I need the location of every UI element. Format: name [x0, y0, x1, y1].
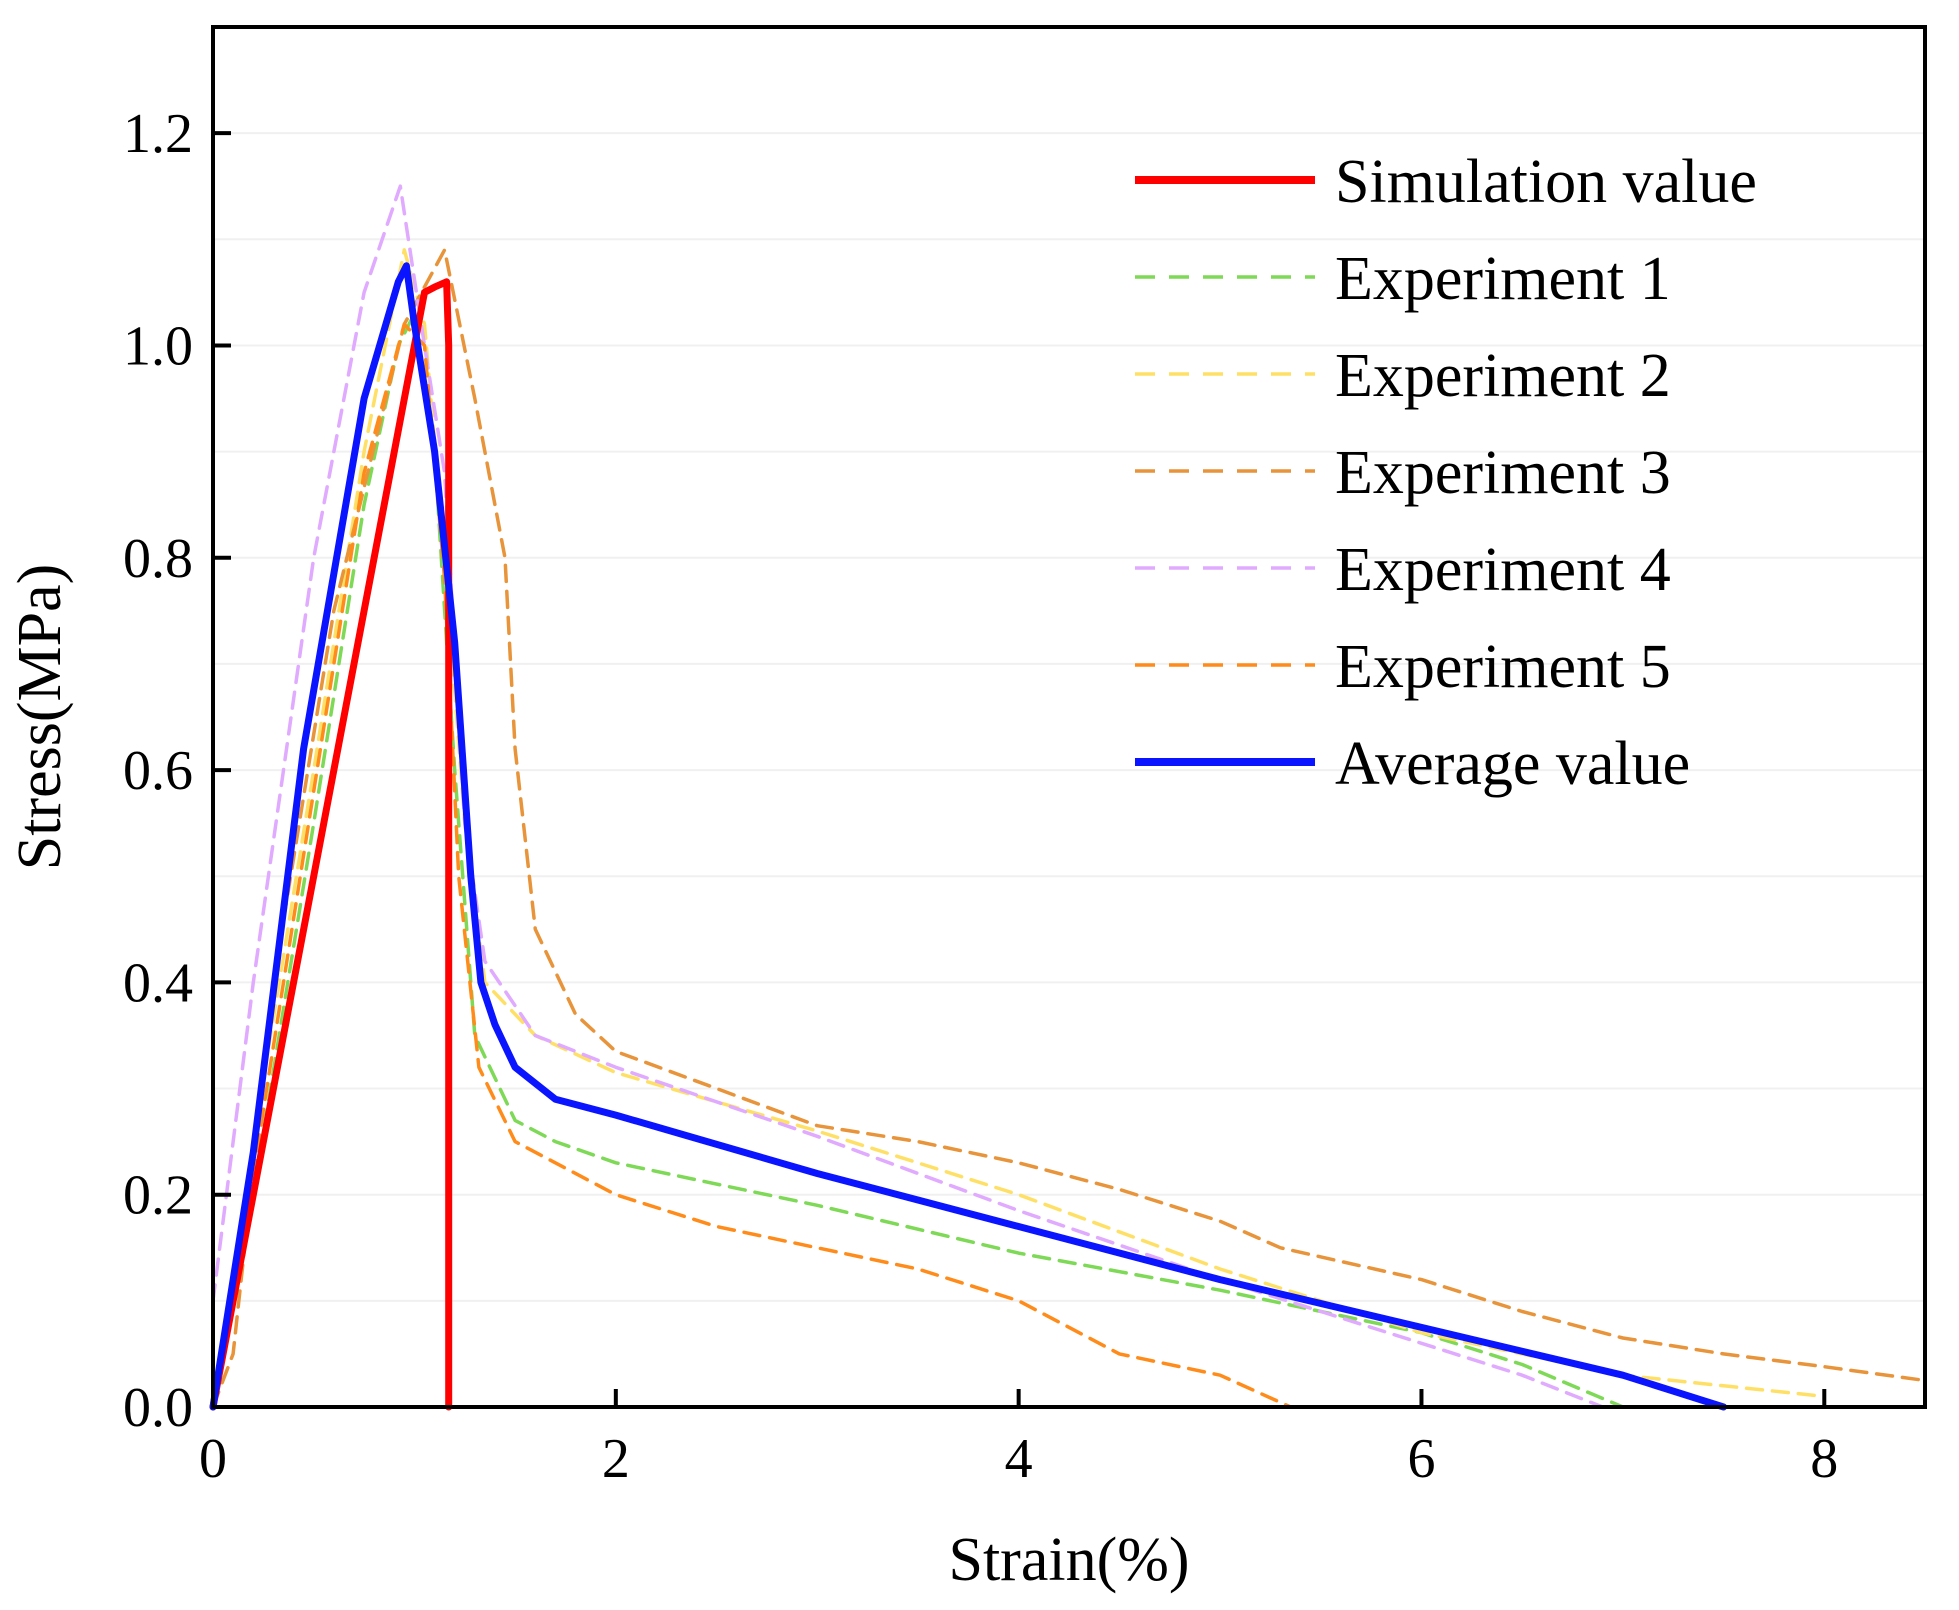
- x-tick-label: 6: [1407, 1428, 1435, 1490]
- grid: [213, 132, 1925, 1302]
- legend-label: Experiment 1: [1335, 245, 1671, 313]
- series-line-simulation-value: [209, 278, 453, 1411]
- y-tick-label: 0.8: [123, 528, 193, 590]
- y-tick-label: 0.2: [123, 1165, 193, 1227]
- x-axis-label: Strain(%): [948, 1526, 1189, 1594]
- series-line-experiment-1: [211, 311, 1625, 1409]
- legend-label: Simulation value: [1335, 148, 1757, 216]
- legend-label: Experiment 3: [1335, 439, 1671, 507]
- x-tick-label: 8: [1810, 1428, 1838, 1490]
- y-tick-label: 1.2: [123, 103, 193, 165]
- series-line-experiment-5: [211, 322, 1293, 1409]
- legend-label: Experiment 5: [1335, 633, 1671, 701]
- x-tick-label: 0: [199, 1428, 227, 1490]
- legend-label: Experiment 4: [1335, 536, 1671, 604]
- y-tick-label: 0.4: [123, 952, 193, 1014]
- legend: Simulation value Experiment 1 Experiment 2…: [1135, 148, 1757, 798]
- series-line-experiment-2: [211, 248, 1827, 1409]
- y-axis-label: Stress(MPa): [6, 564, 74, 871]
- series-line-average-value: [209, 262, 1728, 1411]
- y-tick-label: 0.0: [123, 1377, 193, 1439]
- x-tick-label: 4: [1005, 1428, 1033, 1490]
- series-line-experiment-4: [211, 184, 1605, 1409]
- legend-label: Average value: [1335, 730, 1690, 798]
- x-tick-label: 2: [602, 1428, 630, 1490]
- plot-frame: [211, 25, 1927, 1409]
- y-tick-label: 0.6: [123, 740, 193, 802]
- axis-ticks: 0 2 4 6 8 0.0 0.2 0.4 0.6 0.8 1.0 1.2: [123, 103, 1838, 1490]
- legend-label: Experiment 2: [1335, 342, 1671, 410]
- y-tick-label: 1.0: [123, 315, 193, 377]
- series-group: [209, 184, 1927, 1411]
